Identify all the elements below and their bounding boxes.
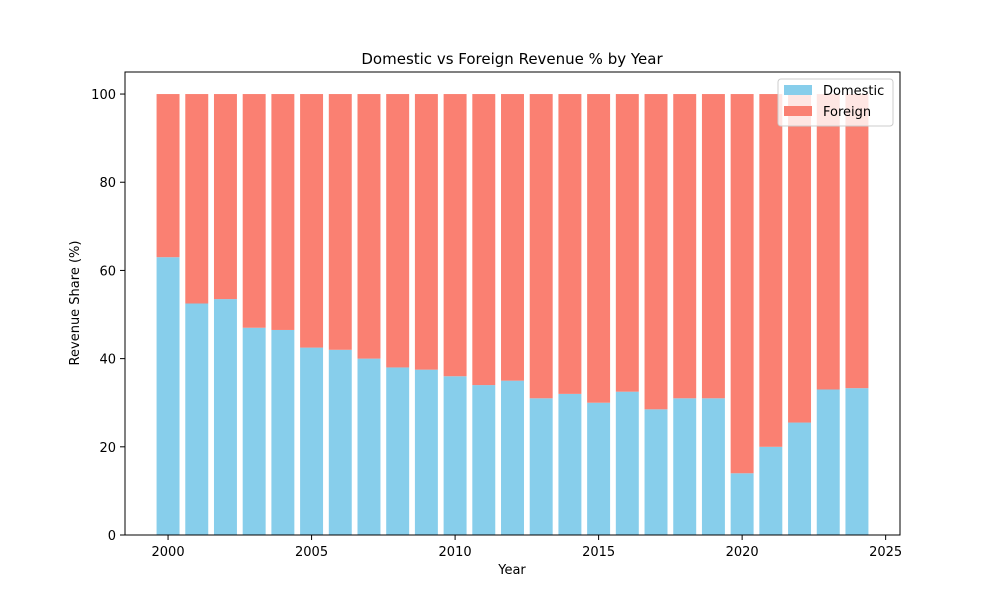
bar-domestic-2011 [472,385,496,535]
bar-foreign-2024 [845,94,869,389]
bar-foreign-2009 [414,94,438,370]
legend-label-foreign: Foreign [823,105,871,120]
bar-domestic-2024 [845,388,869,535]
y-axis-label: Revenue Share (%) [68,241,83,366]
bar-foreign-2020 [730,94,754,474]
bar-domestic-2008 [386,367,410,535]
bar-domestic-2021 [759,446,783,535]
bar-foreign-2006 [328,94,352,350]
y-tick-label: 0 [108,529,116,544]
bar-domestic-2002 [213,299,237,535]
bar-foreign-2016 [615,94,639,392]
bar-foreign-2001 [185,94,209,304]
bar-domestic-2004 [271,329,295,535]
bar-domestic-2005 [300,347,324,535]
bar-domestic-2022 [788,422,812,535]
legend-label-domestic: Domestic [823,84,884,99]
x-tick-label: 2000 [152,545,185,560]
bar-domestic-2020 [730,473,754,535]
bar-domestic-2018 [673,398,697,535]
bar-foreign-2013 [529,94,553,399]
bar-domestic-2010 [443,376,467,535]
bar-foreign-2012 [501,94,524,381]
legend-swatch-domestic [784,85,812,95]
legend-swatch-foreign [784,106,812,116]
y-tick-label: 100 [91,88,116,103]
bar-foreign-2007 [357,94,381,359]
x-axis-ticks: 2000 2005 2010 2015 2020 2025 [152,535,902,560]
x-tick-label: 2020 [726,545,759,560]
x-tick-label: 2005 [295,545,328,560]
bar-foreign-2018 [673,94,697,399]
bar-domestic-2016 [615,391,639,535]
x-tick-label: 2015 [582,545,615,560]
bar-foreign-2010 [443,94,467,377]
bar-foreign-2015 [587,94,611,403]
bar-foreign-2014 [558,94,582,394]
bar-foreign-2022 [788,94,812,423]
bar-foreign-2023 [816,94,840,390]
bar-domestic-2001 [185,303,209,535]
bar-domestic-2013 [529,398,553,535]
bar-domestic-2003 [242,327,266,535]
bar-foreign-2021 [759,94,783,447]
bar-domestic-2023 [816,389,840,535]
bar-domestic-2015 [587,402,611,535]
bar-domestic-2019 [701,398,725,535]
plot-frame [124,71,901,536]
y-tick-label: 60 [99,264,116,279]
y-tick-label: 40 [99,353,116,368]
bar-domestic-2006 [328,349,352,535]
y-tick-label: 20 [99,441,116,456]
bar-domestic-2009 [414,369,438,535]
bar-domestic-2014 [558,393,582,535]
bar-foreign-2008 [386,94,410,368]
bar-domestic-2007 [357,358,381,535]
bars-group [156,94,869,535]
legend: Domestic Foreign [777,78,894,127]
bar-foreign-2017 [644,94,668,410]
bar-foreign-2003 [242,94,266,328]
bar-foreign-2000 [156,94,180,258]
y-axis-ticks: 0 20 40 60 80 100 [91,88,125,544]
bar-foreign-2004 [271,94,295,330]
bar-foreign-2002 [213,94,237,300]
x-tick-label: 2025 [869,545,902,560]
y-tick-label: 80 [99,176,116,191]
x-axis-label: Year [497,563,526,578]
bar-domestic-2017 [644,409,668,535]
bar-foreign-2019 [701,94,725,399]
bar-foreign-2005 [300,94,324,348]
x-tick-label: 2010 [439,545,472,560]
bar-foreign-2011 [472,94,496,386]
bar-domestic-2000 [156,257,180,535]
chart-title: Domestic vs Foreign Revenue % by Year [361,50,663,68]
bar-domestic-2012 [501,380,524,535]
